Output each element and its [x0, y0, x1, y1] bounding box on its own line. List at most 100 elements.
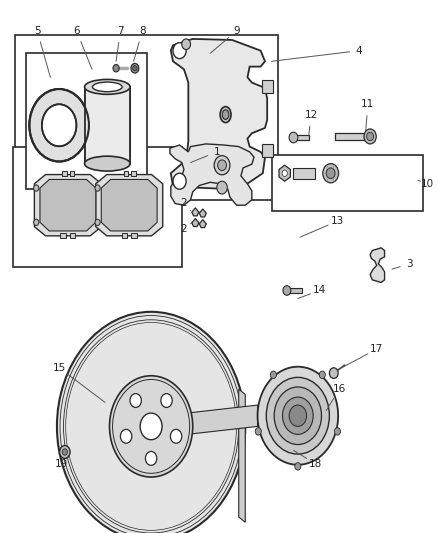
Circle shape — [282, 170, 287, 176]
Circle shape — [130, 393, 141, 407]
Circle shape — [334, 427, 340, 435]
Polygon shape — [370, 248, 385, 282]
Text: 2: 2 — [180, 224, 187, 234]
Circle shape — [270, 371, 276, 378]
Circle shape — [217, 181, 227, 194]
Ellipse shape — [85, 156, 130, 171]
Text: 19: 19 — [55, 459, 68, 469]
Bar — [272, 155, 423, 211]
Circle shape — [110, 376, 193, 477]
Bar — [26, 53, 147, 189]
Text: 3: 3 — [406, 259, 413, 269]
Circle shape — [364, 129, 376, 144]
Bar — [70, 233, 75, 238]
Bar — [13, 147, 182, 266]
Circle shape — [274, 387, 321, 445]
Circle shape — [34, 185, 39, 191]
Circle shape — [161, 393, 172, 407]
Bar — [85, 87, 130, 164]
Polygon shape — [199, 220, 206, 228]
Bar — [131, 233, 137, 238]
Text: 6: 6 — [73, 26, 80, 36]
Polygon shape — [192, 219, 199, 227]
Polygon shape — [40, 180, 96, 231]
Circle shape — [173, 173, 186, 189]
Circle shape — [120, 430, 132, 443]
Circle shape — [95, 219, 100, 225]
Bar — [262, 80, 273, 93]
Bar — [15, 35, 278, 200]
Text: 14: 14 — [313, 286, 326, 295]
Ellipse shape — [222, 110, 229, 119]
Ellipse shape — [220, 107, 231, 123]
Circle shape — [289, 405, 307, 426]
Circle shape — [295, 463, 301, 470]
Text: 9: 9 — [233, 26, 240, 36]
Polygon shape — [293, 168, 315, 179]
Polygon shape — [171, 39, 267, 189]
Circle shape — [214, 156, 230, 175]
Text: 16: 16 — [333, 384, 346, 394]
Circle shape — [329, 368, 338, 378]
Circle shape — [170, 430, 182, 443]
Circle shape — [182, 39, 191, 50]
Circle shape — [218, 160, 226, 171]
Circle shape — [367, 132, 374, 141]
Text: 13: 13 — [331, 216, 344, 226]
Polygon shape — [293, 135, 309, 140]
Circle shape — [113, 64, 119, 72]
Text: 1: 1 — [213, 147, 220, 157]
Text: 2: 2 — [180, 198, 187, 207]
Circle shape — [319, 371, 325, 378]
Circle shape — [42, 104, 76, 146]
Circle shape — [34, 219, 39, 225]
Circle shape — [133, 66, 137, 71]
Bar — [60, 233, 66, 238]
Text: 4: 4 — [356, 46, 363, 55]
Circle shape — [145, 451, 157, 465]
Text: 11: 11 — [361, 99, 374, 109]
Bar — [62, 172, 67, 176]
Ellipse shape — [92, 82, 122, 92]
Ellipse shape — [85, 79, 130, 94]
Polygon shape — [170, 144, 254, 205]
Circle shape — [258, 367, 338, 465]
Circle shape — [173, 43, 186, 59]
Circle shape — [60, 446, 70, 458]
Polygon shape — [101, 180, 157, 231]
Polygon shape — [192, 208, 199, 216]
Polygon shape — [239, 389, 245, 522]
Circle shape — [283, 397, 313, 434]
Text: 17: 17 — [370, 344, 383, 354]
Circle shape — [29, 89, 89, 161]
Circle shape — [62, 449, 67, 455]
Bar — [124, 172, 128, 176]
Circle shape — [57, 312, 245, 533]
Text: 5: 5 — [34, 26, 41, 36]
Circle shape — [140, 413, 162, 440]
Polygon shape — [163, 405, 258, 437]
Text: 10: 10 — [420, 179, 434, 189]
Text: 18: 18 — [309, 459, 322, 469]
Circle shape — [289, 132, 298, 143]
Circle shape — [95, 185, 100, 191]
Text: 12: 12 — [304, 110, 318, 119]
Circle shape — [326, 168, 335, 179]
Polygon shape — [279, 165, 290, 181]
Bar — [122, 233, 127, 238]
Bar — [262, 144, 273, 157]
Text: 15: 15 — [53, 363, 66, 373]
Polygon shape — [335, 133, 370, 140]
Circle shape — [255, 427, 261, 435]
Text: 8: 8 — [139, 26, 146, 36]
Polygon shape — [95, 175, 162, 236]
Circle shape — [266, 377, 329, 454]
Circle shape — [323, 164, 339, 183]
Circle shape — [131, 63, 139, 73]
Polygon shape — [287, 288, 302, 293]
Text: 7: 7 — [117, 26, 124, 36]
Polygon shape — [199, 209, 206, 217]
Circle shape — [283, 286, 291, 295]
Bar — [70, 172, 74, 176]
Bar — [131, 172, 135, 176]
